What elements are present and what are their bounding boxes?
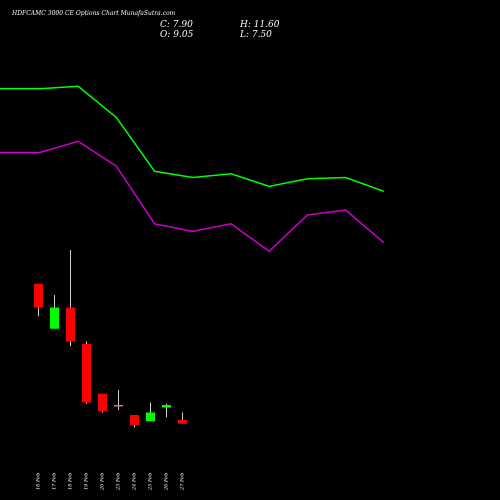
open-value: O: 9.05 bbox=[160, 30, 194, 40]
low-value: L: 7.50 bbox=[239, 30, 272, 40]
date-labels: 16 Feb 17 Feb 18 Feb 19 Feb 20 Feb 23 Feb 24 F… bbox=[36, 473, 186, 491]
date-label: 23 Feb bbox=[116, 473, 122, 491]
candle-body bbox=[34, 283, 43, 308]
candle-body bbox=[66, 307, 75, 342]
date-label: 26 Feb bbox=[164, 473, 170, 491]
candle-body bbox=[162, 405, 171, 408]
high-value: H: 11.60 bbox=[239, 20, 280, 30]
candle-body bbox=[82, 343, 91, 403]
date-label: 18 Feb bbox=[68, 473, 74, 490]
candles-group bbox=[34, 250, 187, 428]
date-label: 24 Feb bbox=[132, 473, 138, 491]
indicator-lines bbox=[0, 85, 385, 253]
date-label: 16 Feb bbox=[36, 473, 42, 490]
date-label: 27 Feb bbox=[180, 473, 186, 491]
date-label: 17 Feb bbox=[52, 473, 58, 490]
candle-body bbox=[146, 412, 155, 422]
candle-body bbox=[98, 393, 107, 412]
date-label: 25 Feb bbox=[148, 473, 154, 491]
upper-line-series bbox=[0, 85, 385, 193]
candle-body bbox=[114, 405, 123, 407]
date-label: 19 Feb bbox=[84, 473, 90, 490]
lower-line-series bbox=[0, 140, 385, 253]
candle-body bbox=[50, 307, 59, 329]
date-label: 20 Feb bbox=[100, 473, 106, 491]
candle-body bbox=[130, 415, 139, 425]
chart-title: HDFCAMC 3000 CE Options Chart MunafaSutr… bbox=[11, 10, 176, 17]
candle-body bbox=[178, 420, 187, 424]
close-value: C: 7.90 bbox=[160, 20, 193, 30]
